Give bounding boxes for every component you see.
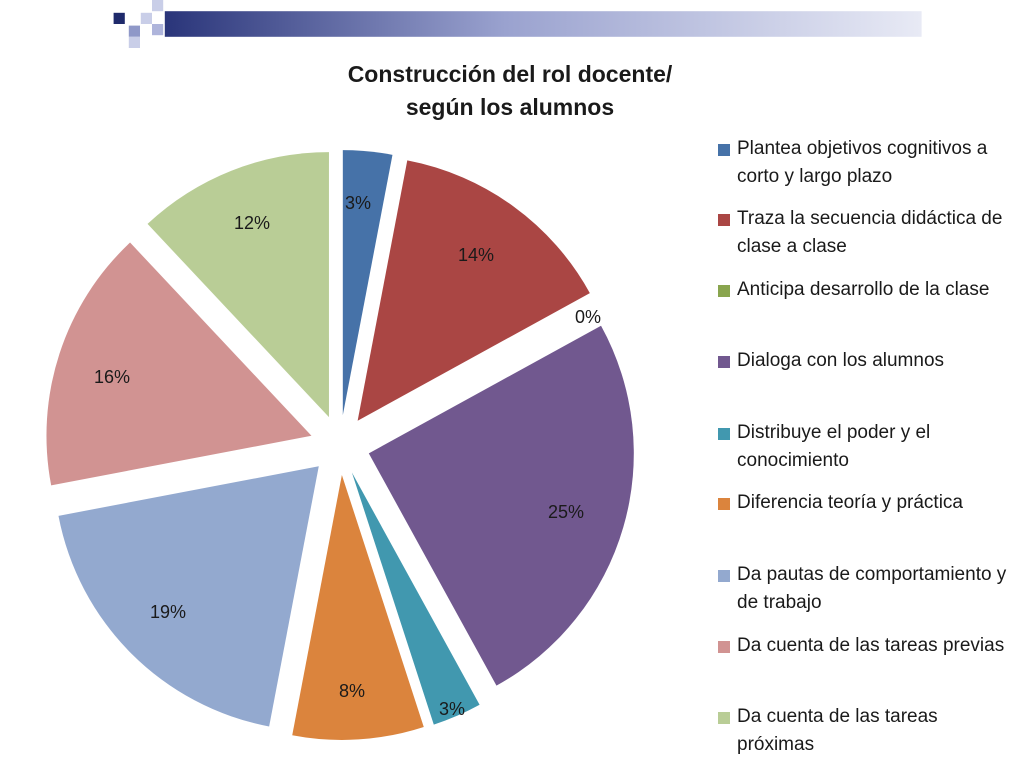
pie-slice	[147, 152, 329, 418]
legend-label: Diferencia teoría y práctica	[737, 492, 963, 513]
slice-data-label: 0%	[575, 307, 601, 327]
slice-data-label: 14%	[458, 245, 494, 265]
legend-item: Traza la secuencia didáctica de clase a …	[718, 205, 1018, 261]
slice-data-label: 8%	[339, 681, 365, 701]
legend-swatch	[718, 641, 730, 653]
legend-swatch	[718, 214, 730, 226]
legend-label: Dialoga con los alumnos	[737, 350, 945, 371]
legend-label: Anticipa desarrollo de la clase	[737, 279, 990, 300]
legend-item: Plantea objetivos cognitivos a corto y l…	[718, 135, 1018, 191]
legend-label: Da pautas de comportamiento y de trabajo	[737, 564, 1007, 613]
header-square	[152, 24, 164, 36]
pie-slice	[46, 242, 312, 486]
slice-data-label: 16%	[94, 367, 130, 387]
legend-item: Da pautas de comportamiento y de trabajo	[718, 561, 1018, 617]
chart-title-line-1: Construcción del rol docente/	[347, 61, 673, 87]
pie-slice	[357, 160, 590, 421]
legend-item: Distribuye el poder y el conocimiento	[718, 419, 1018, 475]
pie-slice	[58, 466, 319, 727]
legend-swatch	[718, 428, 730, 440]
chart-title-line-2: según los alumnos	[405, 94, 615, 120]
header-square	[152, 0, 164, 12]
pie-slice	[292, 474, 424, 740]
pie-slice	[342, 150, 393, 416]
header-square	[140, 12, 152, 24]
header-square	[113, 12, 125, 24]
legend-label: Plantea objetivos cognitivos a corto y l…	[737, 138, 988, 187]
legend-item: Da cuenta de las tareas próximas	[718, 703, 1018, 759]
legend-item: Diferencia teoría y práctica	[718, 489, 1018, 517]
legend-item: Da cuenta de las tareas previas	[718, 632, 1018, 660]
legend-swatch	[718, 356, 730, 368]
chart-title: Construcción del rol docente/ según los …	[300, 58, 720, 124]
legend-label: Da cuenta de las tareas previas	[737, 635, 1005, 656]
legend-swatch	[718, 712, 730, 724]
legend-item: Dialoga con los alumnos	[718, 347, 1018, 375]
legend-label: Da cuenta de las tareas próximas	[737, 706, 938, 755]
header-square	[128, 36, 140, 48]
legend-swatch	[718, 144, 730, 156]
slice-data-label: 12%	[234, 213, 270, 233]
header-gradient-bar	[164, 11, 922, 37]
header-square	[128, 25, 140, 37]
slice-data-label: 3%	[345, 193, 371, 213]
slice-data-label: 3%	[439, 699, 465, 719]
legend-label: Traza la secuencia didáctica de clase a …	[737, 208, 1003, 257]
pie-slice	[351, 472, 480, 725]
legend-swatch	[718, 498, 730, 510]
slice-data-label: 19%	[150, 602, 186, 622]
pie-slice	[368, 325, 634, 686]
legend-swatch	[718, 285, 730, 297]
legend-label: Distribuye el poder y el conocimiento	[737, 422, 931, 471]
legend-item: Anticipa desarrollo de la clase	[718, 276, 1018, 304]
legend-swatch	[718, 570, 730, 582]
header-decoration	[113, 0, 922, 48]
slice-data-label: 25%	[548, 502, 584, 522]
